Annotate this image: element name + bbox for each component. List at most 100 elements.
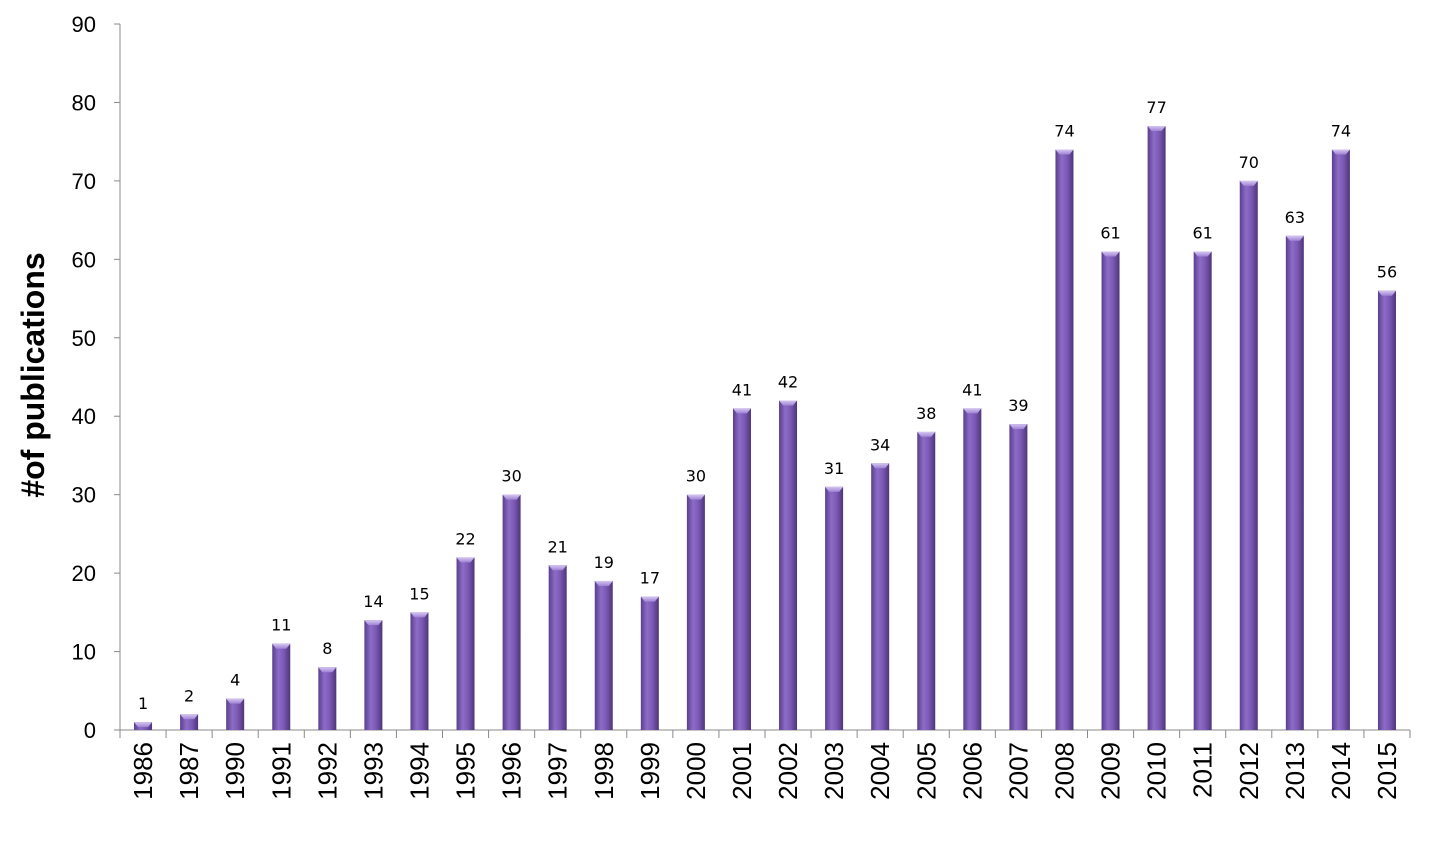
bar-bevel bbox=[272, 643, 291, 649]
bar-2011 bbox=[1193, 251, 1212, 730]
bar-body bbox=[410, 612, 429, 730]
bar-1998 bbox=[594, 580, 613, 730]
data-label-1991: 11 bbox=[271, 616, 291, 635]
x-tick-label-2015: 2015 bbox=[1372, 742, 1402, 800]
bar-bevel bbox=[1331, 149, 1350, 155]
data-label-2006: 41 bbox=[962, 380, 982, 399]
x-tick-label-1987: 1987 bbox=[174, 742, 204, 800]
axes: 0 10 20 30 40 50 60 70 80 90 1986 1987 1990 1991 1992 1… bbox=[72, 12, 1411, 800]
bar-1994 bbox=[410, 612, 429, 730]
bar-body bbox=[1055, 149, 1074, 730]
bar-bevel bbox=[640, 596, 659, 602]
bar-body bbox=[1009, 424, 1028, 730]
data-label-2007: 39 bbox=[1008, 396, 1028, 415]
bar-2006 bbox=[963, 408, 982, 730]
bar-body bbox=[871, 463, 890, 730]
bar-body bbox=[226, 698, 245, 730]
data-label-1990: 4 bbox=[230, 671, 240, 690]
data-label-1987: 2 bbox=[184, 686, 194, 705]
bar-body bbox=[917, 431, 936, 730]
x-tick-label-1990: 1990 bbox=[220, 742, 250, 800]
data-label-2000: 30 bbox=[686, 467, 706, 486]
x-tick-label-1991: 1991 bbox=[266, 742, 296, 800]
bar-1999 bbox=[640, 596, 659, 730]
x-tick-label-2012: 2012 bbox=[1234, 742, 1264, 800]
data-label-2009: 61 bbox=[1100, 223, 1120, 242]
bar-2014 bbox=[1331, 149, 1350, 730]
bar-bevel bbox=[1009, 424, 1028, 430]
bar-1987 bbox=[180, 714, 199, 730]
data-label-2010: 77 bbox=[1146, 98, 1166, 117]
bar-body bbox=[1101, 251, 1120, 730]
bar-body bbox=[779, 400, 798, 730]
bar-2008 bbox=[1055, 149, 1074, 730]
x-tick-label-2001: 2001 bbox=[727, 742, 757, 800]
y-tick-label: 70 bbox=[72, 169, 96, 194]
bar-body bbox=[1285, 235, 1304, 731]
data-label-2001: 41 bbox=[732, 380, 752, 399]
bar-2012 bbox=[1239, 180, 1258, 730]
bar-bevel bbox=[364, 620, 383, 626]
data-label-1996: 30 bbox=[501, 467, 521, 486]
bar-bevel bbox=[686, 494, 705, 500]
bar-body bbox=[456, 557, 475, 730]
bar-bevel bbox=[548, 565, 567, 571]
bar-body bbox=[963, 408, 982, 730]
bar-bevel bbox=[318, 667, 337, 673]
x-tick-label-2008: 2008 bbox=[1049, 742, 1079, 800]
bar-body bbox=[1193, 251, 1212, 730]
bar-body bbox=[1331, 149, 1350, 730]
bar-1996 bbox=[502, 494, 521, 730]
bar-2000 bbox=[686, 494, 705, 730]
data-label-2004: 34 bbox=[870, 435, 890, 454]
bar-bevel bbox=[1101, 251, 1120, 257]
bar-1995 bbox=[456, 557, 475, 730]
x-tick-label-2002: 2002 bbox=[773, 742, 803, 800]
x-tick-label-2005: 2005 bbox=[911, 742, 941, 800]
x-tick-label-1999: 1999 bbox=[635, 742, 665, 800]
data-label-1995: 22 bbox=[455, 529, 475, 548]
bar-bevel bbox=[779, 400, 798, 406]
x-tick-label-2007: 2007 bbox=[1003, 742, 1033, 800]
bar-body bbox=[364, 620, 383, 730]
x-tick-label-1986: 1986 bbox=[128, 742, 158, 800]
bar-bevel bbox=[1377, 290, 1396, 296]
x-tick-label-2009: 2009 bbox=[1096, 742, 1126, 800]
bar-bevel bbox=[226, 698, 245, 704]
bar-bevel bbox=[917, 431, 936, 437]
bar-bevel bbox=[871, 463, 890, 469]
bar-bevel bbox=[825, 486, 844, 492]
data-label-2015: 56 bbox=[1377, 263, 1397, 282]
bar-2001 bbox=[732, 408, 751, 730]
x-tick-label-1997: 1997 bbox=[543, 742, 573, 800]
bar-2015 bbox=[1377, 290, 1396, 730]
bar-body bbox=[1239, 180, 1258, 730]
bar-1991 bbox=[272, 643, 291, 730]
bar-bevel bbox=[134, 722, 153, 728]
x-tick-label-1995: 1995 bbox=[451, 742, 481, 800]
bar-bevel bbox=[1055, 149, 1074, 155]
bar-bevel bbox=[1239, 180, 1258, 186]
bars bbox=[134, 125, 1396, 731]
bar-body bbox=[640, 596, 659, 730]
x-tick-label-1998: 1998 bbox=[589, 742, 619, 800]
bar-bevel bbox=[963, 408, 982, 414]
bar-2003 bbox=[825, 486, 844, 730]
bar-body bbox=[1377, 290, 1396, 730]
bar-body bbox=[1147, 125, 1166, 730]
bar-2005 bbox=[917, 431, 936, 730]
bar-bevel bbox=[502, 494, 521, 500]
data-label-2012: 70 bbox=[1239, 153, 1259, 172]
bar-2009 bbox=[1101, 251, 1120, 730]
bar-bevel bbox=[732, 408, 751, 414]
bar-1997 bbox=[548, 565, 567, 730]
y-tick-label: 40 bbox=[72, 404, 96, 429]
y-tick-label: 50 bbox=[72, 326, 96, 351]
data-label-2003: 31 bbox=[824, 459, 844, 478]
data-label-2013: 63 bbox=[1285, 208, 1305, 227]
data-label-1997: 21 bbox=[547, 537, 567, 556]
data-label-1994: 15 bbox=[409, 584, 429, 603]
data-label-1993: 14 bbox=[363, 592, 383, 611]
